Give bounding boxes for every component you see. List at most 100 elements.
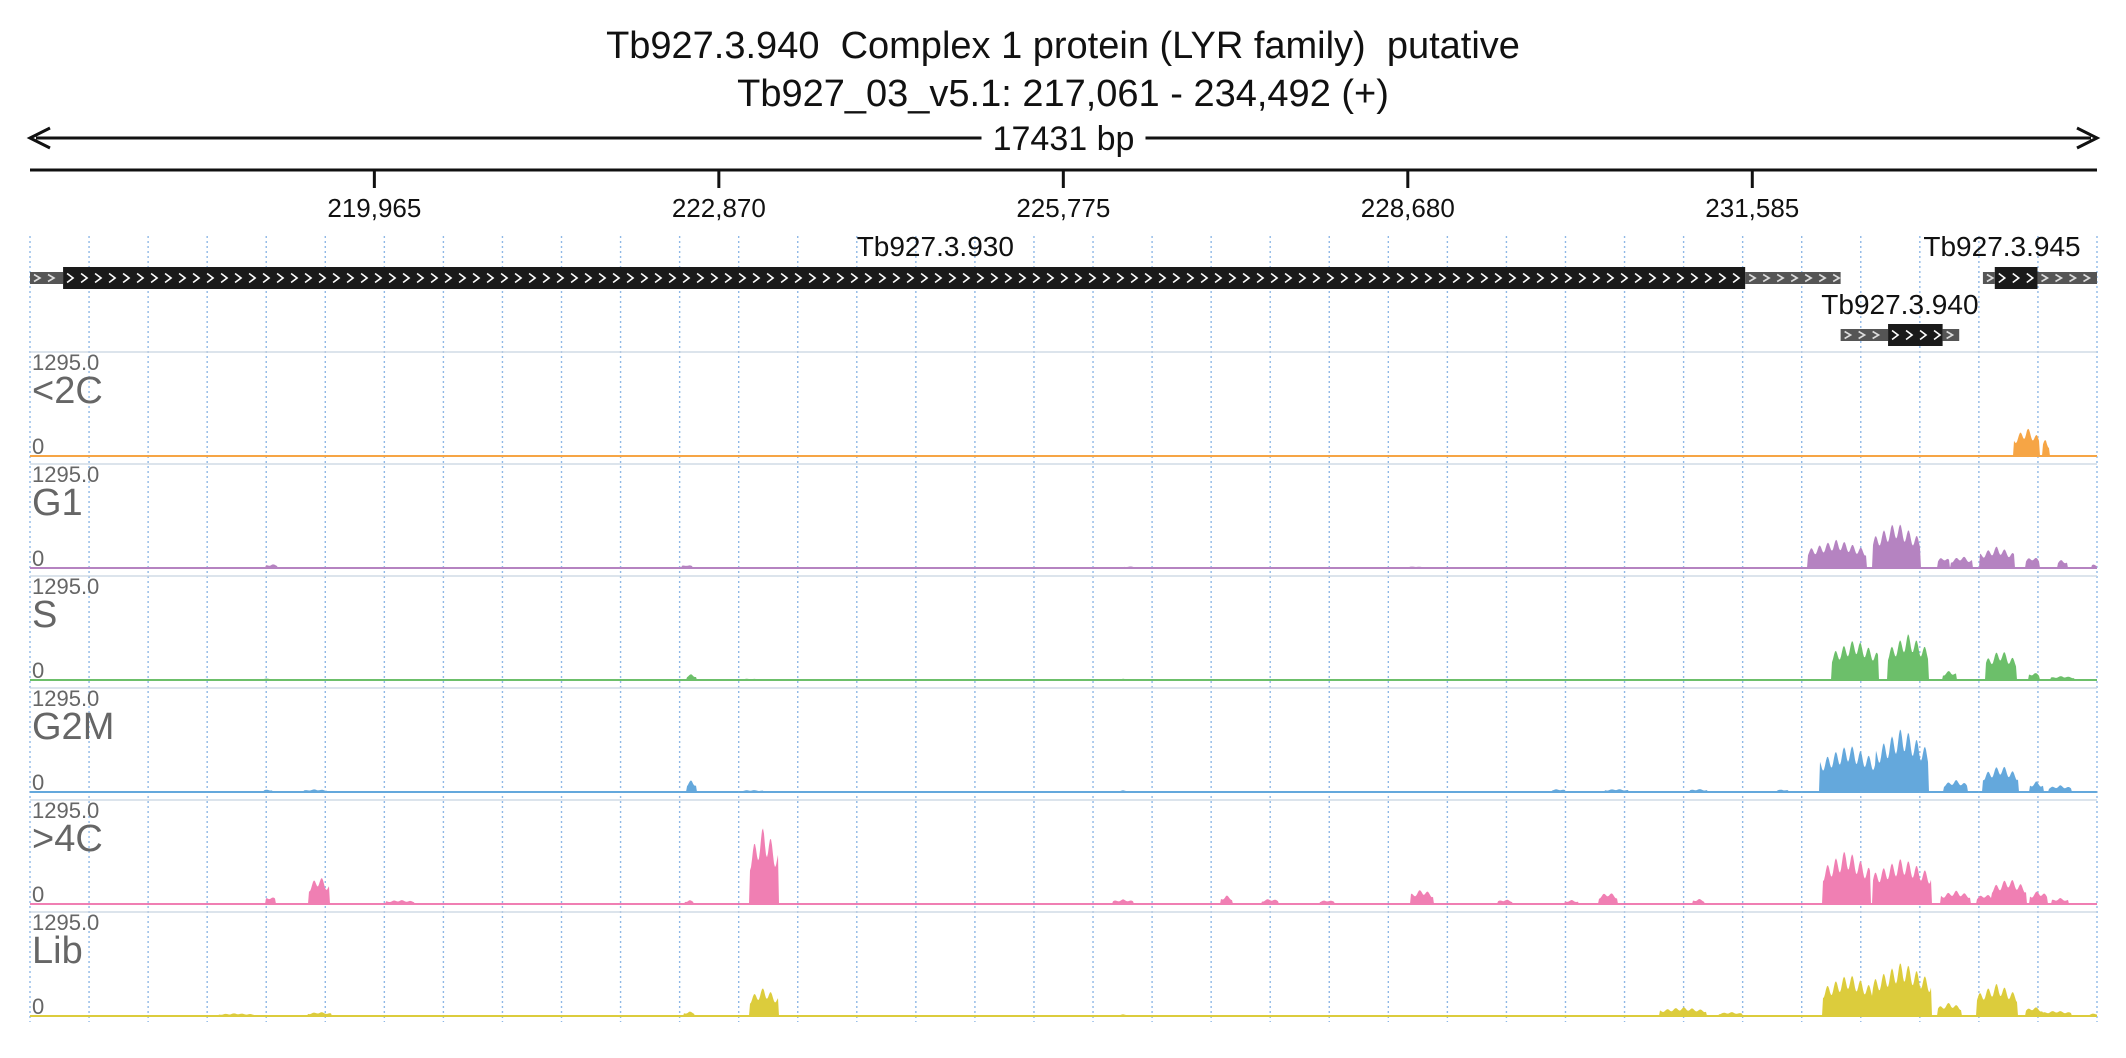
strand-chevron — [1522, 272, 1531, 284]
strand-chevron — [1508, 272, 1517, 284]
track-min-label: 0 — [32, 658, 44, 683]
span-arrow-right-head — [2076, 126, 2101, 150]
strand-chevron — [528, 272, 537, 284]
strand-chevron — [1242, 272, 1251, 284]
strand-chevron — [2083, 273, 2092, 283]
strand-chevron — [2041, 273, 2050, 283]
strand-chevron — [1172, 272, 1181, 284]
strand-chevron — [934, 272, 943, 284]
strand-chevron — [836, 272, 845, 284]
strand-chevron — [514, 272, 523, 284]
strand-chevron — [1564, 272, 1573, 284]
strand-chevron — [1818, 273, 1827, 283]
track-min-label: 0 — [32, 546, 44, 571]
strand-chevron — [920, 272, 929, 284]
strand-chevron — [1578, 272, 1587, 284]
strand-chevron — [584, 272, 593, 284]
ruler-tick-label: 231,585 — [1705, 193, 1799, 223]
strand-chevron — [1158, 272, 1167, 284]
strand-chevron — [1256, 272, 1265, 284]
gene-label: Tb927.3.940 — [1821, 289, 1978, 320]
span-arrow-left-head — [26, 126, 51, 150]
ruler-tick-label: 228,680 — [1361, 193, 1455, 223]
strand-chevron — [500, 272, 509, 284]
strand-chevron — [248, 272, 257, 284]
track-name-label: G1 — [32, 482, 83, 524]
strand-chevron — [570, 272, 579, 284]
strand-chevron — [640, 272, 649, 284]
strand-chevron — [486, 272, 495, 284]
strand-chevron — [1946, 330, 1955, 340]
strand-chevron — [402, 272, 411, 284]
strand-chevron — [1452, 272, 1461, 284]
strand-chevron — [472, 272, 481, 284]
strand-chevron — [1762, 273, 1771, 283]
strand-chevron — [1620, 272, 1629, 284]
strand-chevron — [1804, 273, 1813, 283]
strand-chevron — [1634, 272, 1643, 284]
strand-chevron — [1298, 272, 1307, 284]
gene-label: Tb927.3.945 — [1923, 231, 2080, 262]
strand-chevron — [150, 272, 159, 284]
strand-chevron — [780, 272, 789, 284]
strand-chevron — [682, 272, 691, 284]
track-max-label: 1295.0 — [32, 350, 99, 375]
strand-chevron — [1186, 272, 1195, 284]
strand-chevron — [612, 272, 621, 284]
coverage-area — [30, 634, 2097, 680]
track-min-label: 0 — [32, 882, 44, 907]
strand-chevron — [1662, 272, 1671, 284]
strand-chevron — [794, 272, 803, 284]
strand-chevron — [1872, 330, 1881, 340]
strand-chevron — [1438, 272, 1447, 284]
strand-chevron — [458, 272, 467, 284]
strand-chevron — [1382, 272, 1391, 284]
strand-chevron — [33, 273, 42, 283]
strand-chevron — [1410, 272, 1419, 284]
strand-chevron — [94, 272, 103, 284]
strand-chevron — [892, 272, 901, 284]
strand-chevron — [1986, 273, 1995, 283]
strand-chevron — [1270, 272, 1279, 284]
strand-chevron — [220, 272, 229, 284]
strand-chevron — [192, 272, 201, 284]
track-min-label: 0 — [32, 434, 44, 459]
strand-chevron — [2026, 272, 2035, 284]
strand-chevron — [234, 272, 243, 284]
strand-chevron — [1326, 272, 1335, 284]
gene-utr5-Tb927.3.945 — [1982, 272, 1995, 284]
strand-chevron — [822, 272, 831, 284]
gene-utr3-Tb927.3.930 — [1745, 272, 1841, 284]
strand-chevron — [878, 272, 887, 284]
strand-chevron — [1032, 272, 1041, 284]
strand-chevron — [766, 272, 775, 284]
track-name-label: Lib — [32, 930, 83, 972]
span-length-label: 17431 bp — [993, 120, 1135, 158]
coverage-area — [30, 828, 2097, 904]
coverage-area — [30, 729, 2097, 792]
strand-chevron — [136, 272, 145, 284]
strand-chevron — [1718, 272, 1727, 284]
strand-chevron — [1354, 272, 1363, 284]
strand-chevron — [598, 272, 607, 284]
strand-chevron — [542, 272, 551, 284]
strand-chevron — [864, 272, 873, 284]
strand-chevron — [990, 272, 999, 284]
strand-chevron — [1790, 273, 1799, 283]
strand-chevron — [654, 272, 663, 284]
strand-chevron — [1732, 272, 1741, 284]
strand-chevron — [808, 272, 817, 284]
ruler-tick-label: 225,775 — [1016, 193, 1110, 223]
strand-chevron — [388, 272, 397, 284]
strand-chevron — [47, 273, 56, 283]
strand-chevron — [976, 272, 985, 284]
strand-chevron — [304, 272, 313, 284]
coverage-area — [30, 524, 2097, 568]
track-max-label: 1295.0 — [32, 910, 99, 935]
track-max-label: 1295.0 — [32, 686, 99, 711]
strand-chevron — [164, 272, 173, 284]
strand-chevron — [962, 272, 971, 284]
strand-chevron — [1891, 329, 1900, 341]
